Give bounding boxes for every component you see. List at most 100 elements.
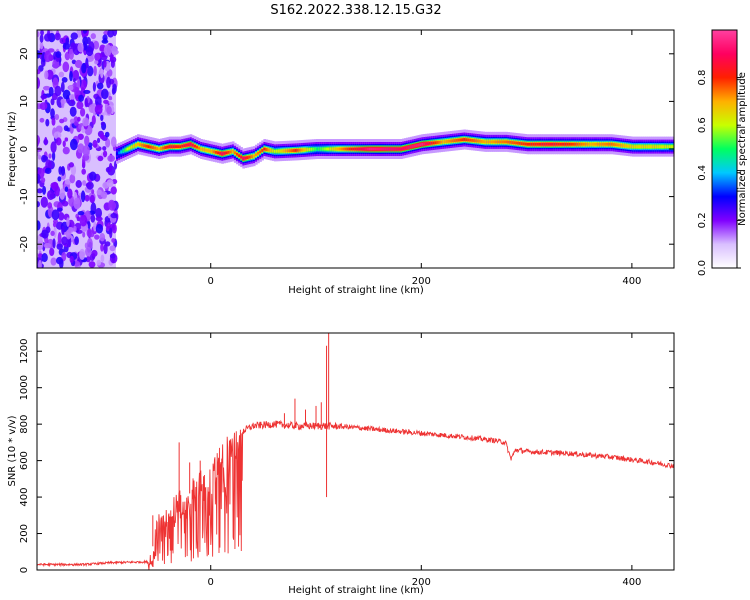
noise-blob [39, 117, 45, 123]
ridge-cell [524, 142, 528, 146]
ridge-cell [427, 142, 430, 145]
ridge-cell [585, 142, 589, 146]
ridge-cell [329, 147, 332, 151]
noise-blob [37, 188, 43, 194]
noise-blob [110, 59, 115, 68]
ridge-cell [181, 144, 184, 148]
noise-blob [57, 232, 62, 245]
ridge-cell [438, 140, 442, 144]
ridge-cell [348, 147, 352, 151]
noise-blob [57, 176, 62, 182]
colorbar-tick-label: 0.8 [697, 70, 708, 86]
ridge-cell [155, 147, 159, 150]
noise-blob [91, 189, 95, 195]
noise-blob [84, 135, 90, 147]
noise-blob [92, 82, 96, 92]
ridge-cell [501, 140, 505, 144]
ridge-cell [384, 147, 388, 151]
noise-blob [81, 168, 86, 175]
noise-blob [75, 180, 82, 188]
ridge-cell [164, 146, 168, 149]
noise-blob [56, 243, 63, 250]
noise-blob [44, 136, 48, 146]
ridge-cell [566, 142, 570, 146]
ridge-cell [486, 140, 489, 144]
ridge-cell [261, 149, 264, 152]
ridge-cell [480, 140, 484, 143]
noise-blob [100, 254, 105, 263]
ridge-cell [465, 138, 468, 142]
noise-blob [108, 201, 117, 211]
y-tick-label: 20 [19, 47, 30, 60]
noise-blob [68, 162, 75, 168]
noise-blob [99, 133, 105, 140]
snr-y-axis-label: SNR (10 * v/v) [7, 415, 18, 486]
ridge-cell [444, 140, 447, 144]
colorbar-ticks: 0.0 0.2 0.4 0.6 0.8 [697, 70, 741, 276]
ridge-cell [400, 147, 403, 151]
ridge-cell [344, 147, 348, 151]
noise-blob [110, 186, 117, 195]
noise-blob [37, 201, 40, 208]
ridge-cell [595, 142, 599, 146]
noise-blob [40, 94, 48, 100]
ridge-cell [407, 145, 411, 149]
noise-blob [50, 141, 57, 153]
ridge-cell [539, 142, 543, 146]
noise-blob [111, 238, 116, 243]
noise-blob [70, 164, 77, 176]
noise-blob [69, 138, 78, 151]
ridge-cell [231, 149, 235, 153]
ridge-cell [672, 145, 674, 149]
noise-blob [61, 200, 69, 207]
ridge-cell [356, 147, 360, 151]
noise-blob [97, 155, 104, 162]
noise-blob [103, 44, 112, 57]
ridge-cell [120, 150, 123, 154]
ridge-cell [629, 145, 633, 148]
noise-blob [54, 113, 60, 121]
ridge-cell [390, 147, 393, 151]
x-tick-label: 0 [208, 577, 214, 588]
ridge-cell [149, 145, 153, 149]
ridge-cell [463, 138, 466, 141]
noise-blob [50, 257, 57, 266]
noise-blob [94, 59, 99, 65]
ridge-cell [235, 152, 239, 156]
noise-blob [38, 259, 42, 268]
noise-blob [50, 98, 55, 106]
spectrogram-panel: 0 200 400 -20 -10 0 10 20 Height of straight l… [7, 29, 675, 296]
ridge-cell [505, 140, 509, 144]
ridge-cell [254, 153, 258, 157]
ridge-cell [482, 140, 486, 144]
ridge-cell [528, 142, 532, 146]
y-tick-label: 200 [19, 524, 30, 543]
ridge-cell [143, 144, 147, 148]
noise-blob [94, 104, 103, 115]
ridge-cell [225, 151, 229, 155]
noise-blob [62, 61, 70, 73]
noise-blob [61, 77, 68, 83]
ridge-cell [267, 148, 271, 152]
noise-blob [86, 65, 94, 77]
noise-blob [62, 89, 71, 100]
snr-x-axis-label: Height of straight line (km) [288, 585, 424, 596]
noise-blob [52, 222, 57, 228]
snr-frame [36, 332, 675, 571]
ridge-cell [285, 149, 288, 153]
ridge-cell [513, 141, 516, 145]
ridge-cell [246, 156, 250, 159]
noise-blob [92, 139, 98, 148]
ridge-cell [405, 146, 409, 150]
ridge-cell [549, 142, 553, 146]
y-tick-label: 0 [19, 567, 30, 573]
noise-blob [39, 42, 44, 50]
ridge-cell [507, 140, 510, 144]
noise-blob [84, 195, 91, 202]
noise-blob [49, 247, 55, 257]
ridge-cell [168, 145, 172, 149]
snr-line [37, 419, 674, 570]
ridge-cell [160, 147, 163, 150]
ridge-cell [559, 142, 562, 146]
ridge-cell [368, 147, 372, 151]
